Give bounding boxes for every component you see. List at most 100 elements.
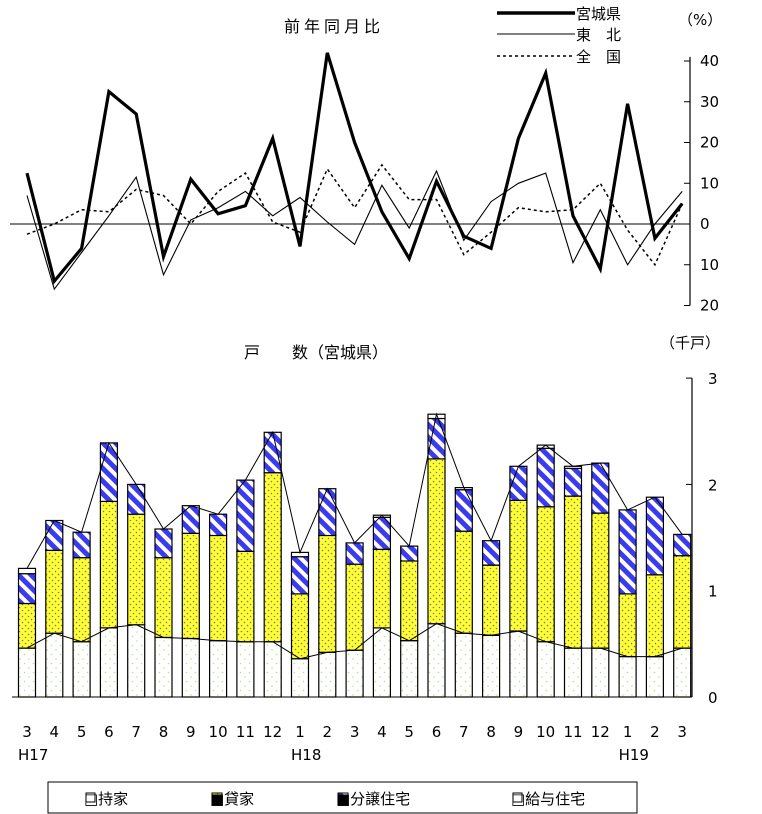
bar-own: [318, 651, 337, 698]
bar-own: [536, 641, 555, 698]
bar-rent: [563, 495, 583, 649]
own-line: [26, 623, 683, 660]
x-tick-label: 7: [459, 723, 469, 741]
line-tick-label: 20: [700, 297, 719, 315]
legend-label-sale: ■分譲住宅: [336, 790, 410, 808]
x-tick-label: 1: [295, 723, 305, 741]
bar-sale: [673, 533, 692, 557]
bar-issued: [17, 567, 37, 575]
bar-rent: [45, 549, 64, 634]
bar-rent: [17, 602, 37, 649]
line-tick-label: 20: [700, 134, 719, 152]
bar-own: [563, 647, 583, 698]
line-series-thin: [26, 169, 683, 291]
bar-sale: [154, 528, 173, 559]
x-tick-label: 1: [623, 723, 633, 741]
bar-own: [591, 647, 610, 698]
bar-sale: [290, 556, 310, 595]
bar-rent: [263, 472, 282, 643]
bar-rent: [99, 500, 119, 629]
x-tick-label: 6: [432, 723, 442, 741]
line-chart-title: 前年同月比: [284, 17, 384, 36]
x-tick-label: 11: [236, 723, 255, 741]
bar-rent: [372, 548, 391, 629]
bar-rent: [154, 557, 173, 639]
bar-own: [181, 637, 200, 698]
x-tick-label: 2: [650, 723, 660, 741]
bar-rent: [181, 532, 200, 640]
bar-rent: [400, 560, 419, 642]
x-tick-label: 7: [131, 723, 141, 741]
bar-own: [673, 647, 692, 698]
bar-own: [400, 640, 419, 698]
x-tick-label: 2: [323, 723, 333, 741]
legend-swatch-issued: [512, 792, 523, 803]
bar-sale: [236, 479, 255, 552]
legend-label-zenkoku: 全 国: [576, 48, 621, 66]
bar-chart-title: 戸 数（宮城県）: [244, 343, 388, 362]
x-tick-label: 3: [677, 723, 687, 741]
bar-own: [454, 632, 473, 698]
legend-swatch-own: [85, 792, 96, 803]
line-series-thick: [25, 52, 684, 285]
bar-rent: [591, 512, 610, 649]
x-tick-label: 10: [209, 723, 228, 741]
bar-own: [154, 636, 173, 698]
line-legend: 宮城県 東 北 全 国: [497, 5, 621, 66]
bar-sale: [645, 496, 665, 576]
x-tick-label: 9: [514, 723, 524, 741]
bar-rent: [345, 563, 364, 651]
legend-swatch-rent: [211, 792, 223, 804]
bar-own: [645, 655, 665, 698]
bar-own: [345, 649, 364, 698]
bar-sale: [454, 489, 473, 532]
line-tick-label: 30: [700, 93, 719, 111]
bar-sale: [427, 417, 446, 460]
x-tick-label: 5: [77, 723, 87, 741]
bar-own: [509, 630, 528, 698]
bar-sale: [72, 531, 91, 559]
line-y-axis: 40 30 20 10 0 10 20: [684, 52, 719, 315]
line-tick-label: 10: [700, 256, 719, 274]
bar-sale: [563, 467, 583, 497]
x-tick-label: 3: [350, 723, 360, 741]
bar-sale: [127, 483, 146, 515]
line-series-group: [25, 52, 684, 291]
x-tick-label: 11: [563, 723, 582, 741]
bar-own: [45, 632, 64, 698]
line-chart-unit: （%）: [678, 11, 722, 29]
x-tick-label: 3: [22, 723, 32, 741]
year-label: H17: [18, 746, 48, 764]
total-line-group: [26, 412, 683, 660]
bar-tick-label: 1: [708, 583, 718, 601]
bar-own: [263, 641, 282, 698]
bar-rent: [618, 593, 637, 658]
bar-own: [427, 623, 446, 698]
bar-rent: [536, 506, 555, 643]
bar-sale: [209, 513, 228, 537]
bar-own: [372, 627, 391, 698]
legend-swatch-sale: [337, 792, 349, 804]
bar-legend: □持家 ■貸家 ■分譲住宅 □給与住宅: [47, 781, 638, 814]
bar-own: [17, 647, 37, 698]
bar-own: [236, 641, 255, 698]
bar-rent: [673, 554, 692, 649]
bar-sale: [591, 462, 610, 514]
bar-rent: [318, 534, 337, 653]
bar-rent: [509, 499, 528, 632]
line-tick-label: 0: [700, 215, 710, 233]
line-series-dotted: [26, 163, 683, 267]
bar-sale: [45, 519, 64, 551]
bar-sale: [263, 431, 282, 474]
year-label: H18: [291, 746, 321, 764]
bar-sale: [181, 505, 200, 534]
x-tick-label: 8: [159, 723, 169, 741]
bar-rent: [209, 534, 228, 642]
bar-rent: [127, 513, 146, 626]
bar-rent: [645, 574, 665, 658]
bar-own: [290, 658, 310, 698]
line-tick-label: 40: [700, 52, 719, 70]
x-tick-label: 10: [536, 723, 555, 741]
bar-own: [72, 641, 91, 698]
